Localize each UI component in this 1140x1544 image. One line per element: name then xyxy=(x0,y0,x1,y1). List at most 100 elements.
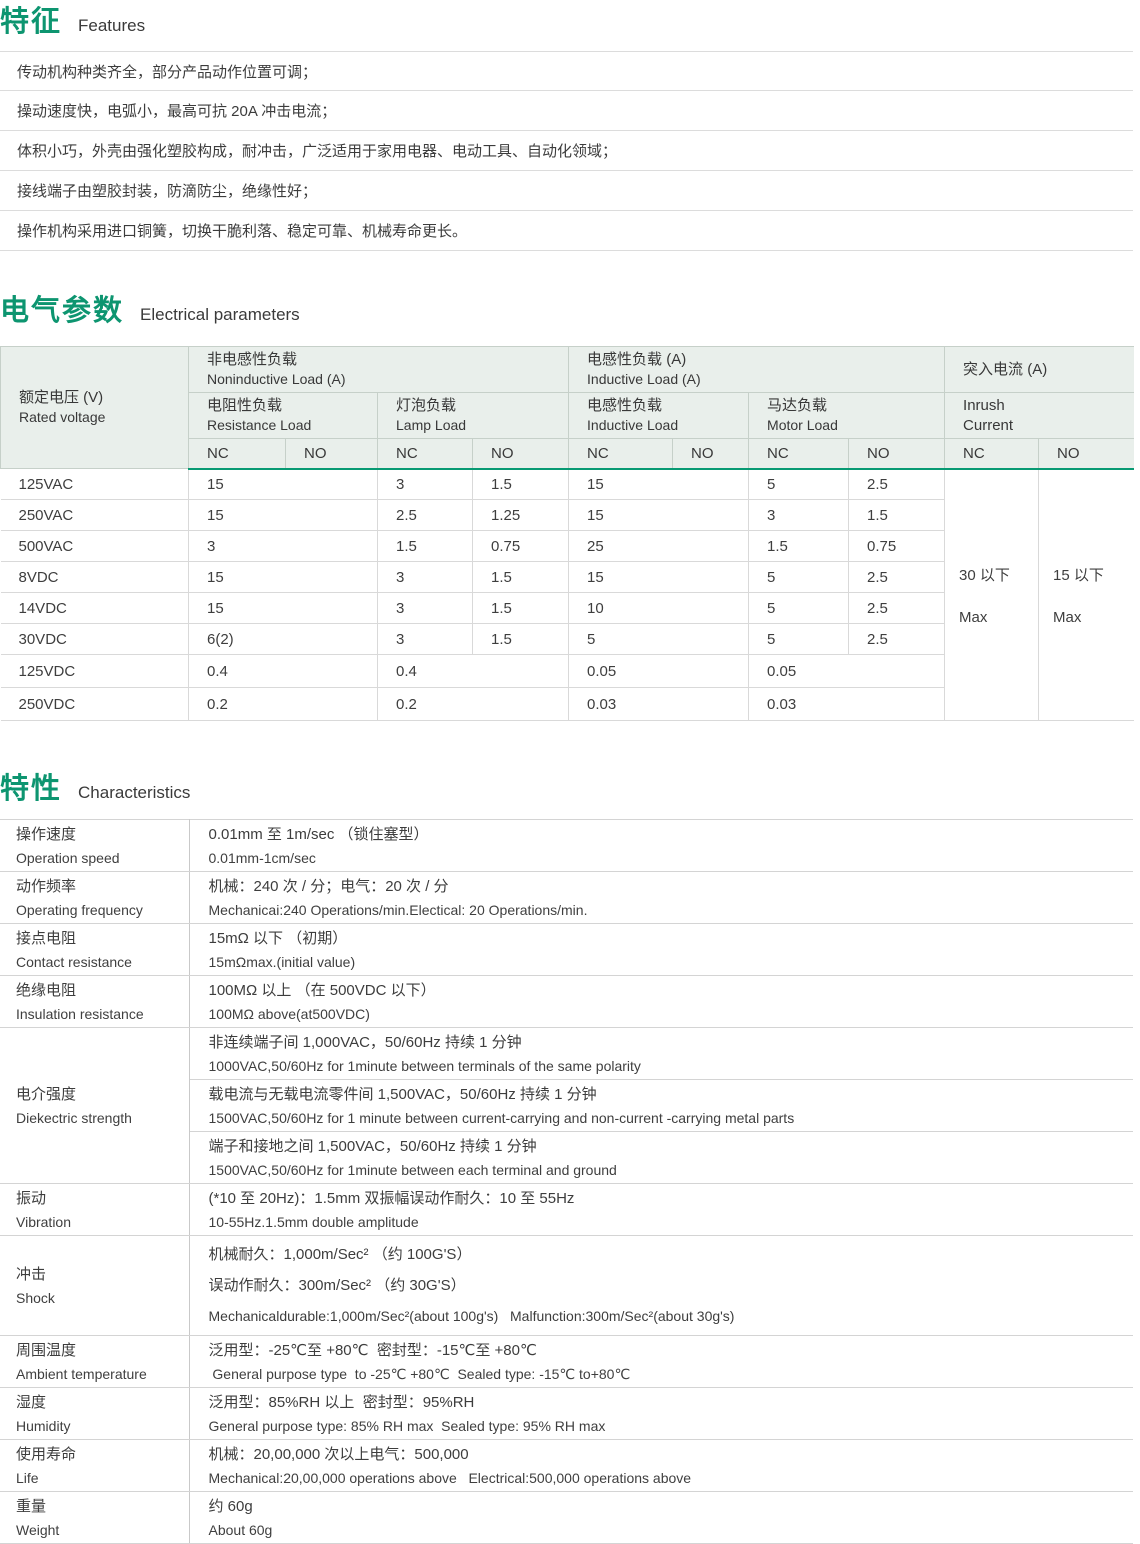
feature-item: 传动机构种类齐全，部分产品动作位置可调； xyxy=(0,51,1133,91)
char-row-insulation-resistance: 绝缘电阻 Insulation resistance 100MΩ 以上 （在 5… xyxy=(0,975,1133,1028)
lamp-nc-value: 2.5 xyxy=(377,499,473,531)
voltage-cell: 125VDC xyxy=(0,654,189,688)
resistance-value: 6(2) xyxy=(188,623,378,655)
value-en: 1500VAC,50/60Hz for 1minute between each… xyxy=(208,1162,617,1178)
label-en: Humidity xyxy=(16,1418,71,1434)
lamp-nc-value: 3 xyxy=(377,623,473,655)
header-group-inductive: 电感性负载 (A) Inductive Load (A) xyxy=(568,346,946,393)
header-group-inrush: 突入电流 (A) xyxy=(944,346,1134,393)
feature-item: 操动速度快，电弧小，最高可抗 20A 冲击电流； xyxy=(0,91,1133,131)
inrush-nc-cell: 30 以下 Max xyxy=(944,468,1040,721)
label-zh: 振动 xyxy=(16,1190,47,1207)
char-value: 0.01mm 至 1m/sec （锁住塞型） 0.01mm-1cm/sec xyxy=(189,819,1133,872)
electrical-title-zh: 电气参数 xyxy=(0,295,125,327)
header-nc-resistance: NC xyxy=(188,438,286,470)
char-label: 冲击 Shock xyxy=(0,1235,190,1336)
resistance-value: 15 xyxy=(188,561,378,593)
char-value: 非连续端子间 1,000VAC，50/60Hz 持续 1 分钟 1000VAC,… xyxy=(189,1027,1133,1080)
value-zh: 泛用型：-25℃至 +80℃ 密封型：-15℃至 +80℃ xyxy=(208,1342,537,1359)
sub-motor-en: Motor Load xyxy=(767,417,838,433)
elec-row-8vdc: 8VDC 15 3 1.5 15 5 2.5 xyxy=(0,561,1134,593)
elec-row-500vac: 500VAC 3 1.5 0.75 25 1.5 0.75 xyxy=(0,530,1134,562)
char-value: 机械耐久：1,000m/Sec² （约 100G'S） 误动作耐久：300m/S… xyxy=(189,1235,1133,1336)
sub-motor-zh: 马达负载 xyxy=(767,397,828,414)
motor-nc-value: 5 xyxy=(748,468,850,500)
label-en: Shock xyxy=(16,1290,55,1306)
inductive-value: 5 xyxy=(568,623,750,655)
features-title-zh: 特征 xyxy=(0,6,63,38)
lamp-no-value: 1.25 xyxy=(471,499,570,531)
datasheet-page: 特征 Features 传动机构种类齐全，部分产品动作位置可调； 操动速度快，电… xyxy=(0,4,1140,1544)
motor-no-value: 2.5 xyxy=(848,561,946,593)
motor-no-value: 2.5 xyxy=(848,592,946,624)
electrical-title: 电气参数 Electrical parameters xyxy=(0,293,1140,329)
features-title: 特征 Features xyxy=(0,4,1140,40)
group-noninductive-zh: 非电感性负载 xyxy=(207,351,298,368)
value-zh: 机械：240 次 / 分；电气：20 次 / 分 xyxy=(208,878,449,895)
header-no-inductive: NO xyxy=(672,438,750,470)
char-value: 机械：240 次 / 分；电气：20 次 / 分 Mechanicai:240 … xyxy=(189,871,1133,924)
motor-nc-value: 1.5 xyxy=(748,530,850,562)
sub-lamp-zh: 灯泡负载 xyxy=(396,397,457,414)
feature-item: 体积小巧，外壳由强化塑胶构成，耐冲击，广泛适用于家用电器、电动工具、自动化领域； xyxy=(0,131,1133,171)
value-en: General purpose type: 85% RH max Sealed … xyxy=(208,1418,606,1434)
label-en: Ambient temperature xyxy=(16,1366,147,1382)
value-en: 10-55Hz.1.5mm double amplitude xyxy=(208,1214,419,1230)
char-row-humidity: 湿度 Humidity 泛用型：85%RH 以上 密封型：95%RH Gener… xyxy=(0,1387,1133,1440)
char-label: 操作速度 Operation speed xyxy=(0,819,190,872)
feature-item: 操作机构采用进口铜簧，切换干脆利落、稳定可靠、机械寿命更长。 xyxy=(0,211,1133,251)
elec-row-30vdc: 30VDC 6(2) 3 1.5 5 5 2.5 xyxy=(0,623,1134,655)
header-no-lamp: NO xyxy=(471,438,570,470)
motor-no-value: 2.5 xyxy=(848,468,946,500)
char-row-shock: 冲击 Shock 机械耐久：1,000m/Sec² （约 100G'S） 误动作… xyxy=(0,1235,1133,1336)
inrush-no-limit: 15 以下 xyxy=(1053,566,1104,584)
sub-inrush-line1: Inrush xyxy=(963,396,1005,414)
char-label: 使用寿命 Life xyxy=(0,1439,190,1492)
inductive-value: 15 xyxy=(568,499,750,531)
label-zh: 操作速度 xyxy=(16,826,77,843)
sub-resistance-en: Resistance Load xyxy=(207,417,312,433)
value-en: General purpose type to -25℃ +80℃ Sealed… xyxy=(208,1366,631,1382)
value-en: 1500VAC,50/60Hz for 1 minute between cur… xyxy=(208,1110,795,1126)
inductive-value: 15 xyxy=(568,468,750,500)
char-row-vibration: 振动 Vibration (*10 至 20Hz)：1.5mm 双振幅误动作耐久… xyxy=(0,1183,1133,1236)
rated-voltage-en: Rated voltage xyxy=(19,409,106,425)
motor-no-value: 0.75 xyxy=(848,530,946,562)
label-en: Insulation resistance xyxy=(16,1006,144,1022)
value-en: Mechanicai:240 Operations/min.Electical:… xyxy=(208,902,588,918)
inductive-value: 0.05 xyxy=(568,654,750,688)
inrush-no-max: Max xyxy=(1053,608,1082,626)
value-zh: 泛用型：85%RH 以上 密封型：95%RH xyxy=(208,1394,475,1411)
header-sub-lamp: 灯泡负载 Lamp Load xyxy=(376,392,570,439)
lamp-nc-value: 3 xyxy=(377,592,473,624)
motor-no-value: 2.5 xyxy=(848,623,946,655)
label-en: Contact resistance xyxy=(16,954,132,970)
elec-row-14vdc: 14VDC 15 3 1.5 10 5 2.5 xyxy=(0,592,1134,624)
header-no-inrush: NO xyxy=(1038,438,1134,470)
char-label: 接点电阻 Contact resistance xyxy=(0,923,190,976)
resistance-value: 15 xyxy=(188,499,378,531)
lamp-no-value: 0.75 xyxy=(471,530,570,562)
label-zh: 接点电阻 xyxy=(16,930,77,947)
elec-row-125vdc: 125VDC 0.4 0.4 0.05 0.05 xyxy=(0,654,1134,688)
elec-row-125vac: 125VAC 15 3 1.5 15 5 2.5 30 以下 Max 15 以下… xyxy=(0,468,1134,721)
sub-lamp-en: Lamp Load xyxy=(396,417,467,433)
voltage-cell: 125VAC xyxy=(0,468,189,500)
electrical-title-en: Electrical parameters xyxy=(140,305,300,324)
resistance-value: 0.4 xyxy=(188,654,378,688)
sub-inductive-zh: 电感性负载 xyxy=(587,397,663,414)
char-label: 周围温度 Ambient temperature xyxy=(0,1335,190,1388)
motor-value: 0.05 xyxy=(748,654,946,688)
sub-inductive-en: Inductive Load xyxy=(587,417,679,433)
label-en: Vibration xyxy=(16,1214,72,1230)
header-no-resistance: NO xyxy=(285,438,378,470)
value-zh: 端子和接地之间 1,500VAC，50/60Hz 持续 1 分钟 xyxy=(208,1138,537,1155)
char-value: (*10 至 20Hz)：1.5mm 双振幅误动作耐久：10 至 55Hz 10… xyxy=(189,1183,1133,1236)
char-label: 湿度 Humidity xyxy=(0,1387,190,1440)
char-value: 载电流与无载电流零件间 1,500VAC，50/60Hz 持续 1 分钟 150… xyxy=(189,1079,1133,1132)
char-row-operating-frequency: 动作频率 Operating frequency 机械：240 次 / 分；电气… xyxy=(0,871,1133,924)
section-features: 特征 Features 传动机构种类齐全，部分产品动作位置可调； 操动速度快，电… xyxy=(0,4,1140,251)
char-label: 重量 Weight xyxy=(0,1491,190,1544)
sub-resistance-zh: 电阻性负载 xyxy=(207,397,283,414)
lamp-nc-value: 3 xyxy=(377,468,473,500)
